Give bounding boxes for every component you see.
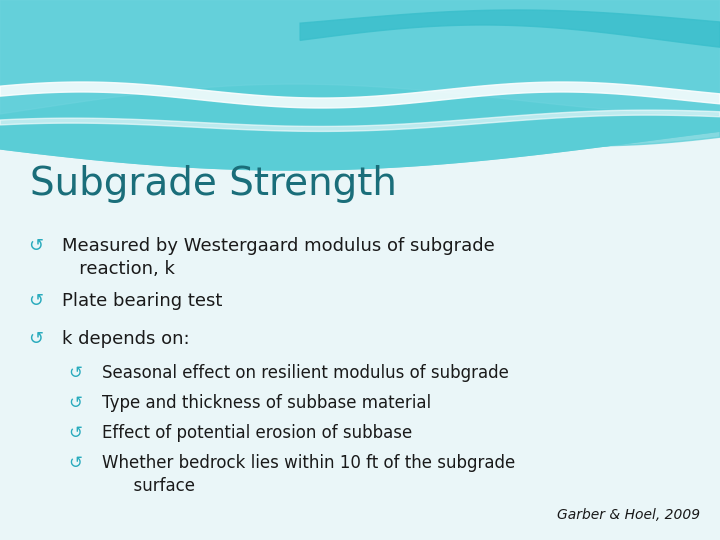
Text: Type and thickness of subbase material: Type and thickness of subbase material <box>102 394 431 412</box>
Text: ↺: ↺ <box>68 454 82 472</box>
Text: ↺: ↺ <box>68 364 82 382</box>
Text: ↺: ↺ <box>68 394 82 412</box>
Polygon shape <box>300 10 720 47</box>
Text: Plate bearing test: Plate bearing test <box>62 292 222 310</box>
Text: Effect of potential erosion of subbase: Effect of potential erosion of subbase <box>102 424 413 442</box>
Text: k depends on:: k depends on: <box>62 330 189 348</box>
Text: Measured by Westergaard modulus of subgrade
   reaction, k: Measured by Westergaard modulus of subgr… <box>62 237 495 278</box>
Text: Whether bedrock lies within 10 ft of the subgrade
      surface: Whether bedrock lies within 10 ft of the… <box>102 454 516 495</box>
Text: Seasonal effect on resilient modulus of subgrade: Seasonal effect on resilient modulus of … <box>102 364 509 382</box>
Text: ↺: ↺ <box>28 237 43 255</box>
Text: Garber & Hoel, 2009: Garber & Hoel, 2009 <box>557 508 700 522</box>
Text: ↺: ↺ <box>28 330 43 348</box>
Text: Subgrade Strength: Subgrade Strength <box>30 165 397 203</box>
Text: ↺: ↺ <box>68 424 82 442</box>
Text: ↺: ↺ <box>28 292 43 310</box>
